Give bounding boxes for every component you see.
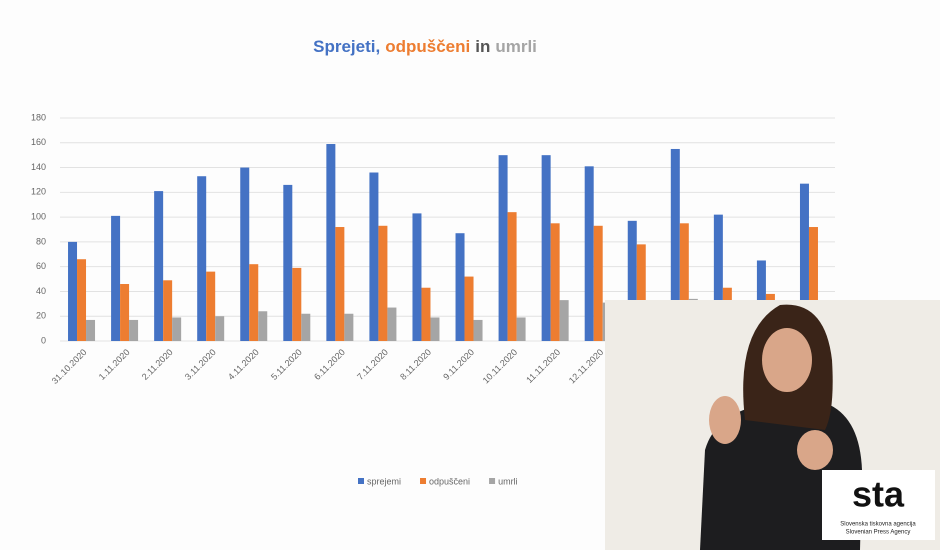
bar <box>584 166 594 341</box>
bar <box>464 276 474 341</box>
bar <box>111 215 121 341</box>
bar <box>249 264 259 341</box>
legend-swatch <box>420 478 427 484</box>
bar <box>455 233 465 341</box>
logo-line: Slovenian Press Agency <box>846 530 911 536</box>
bar <box>559 300 569 341</box>
y-tick-label: 140 <box>31 162 46 172</box>
hand <box>709 396 741 444</box>
legend-swatch <box>358 478 364 484</box>
logo-line: Slovenska tiskovna agencija <box>840 522 916 528</box>
y-tick-label: 20 <box>36 311 46 321</box>
y-tick-label: 120 <box>31 187 46 197</box>
bar <box>550 223 560 341</box>
bar <box>541 155 551 341</box>
title-part: odpuščeni <box>385 37 470 56</box>
bar <box>387 307 397 341</box>
y-tick-label: 40 <box>36 286 46 296</box>
bar <box>593 225 603 341</box>
bar <box>77 259 87 341</box>
bar <box>68 241 78 341</box>
title-part: Sprejeti, <box>313 37 380 56</box>
hand <box>797 430 833 470</box>
y-tick-label: 160 <box>31 137 46 147</box>
bar <box>258 311 268 341</box>
bar <box>498 155 508 341</box>
bar <box>679 223 689 341</box>
bar <box>120 284 130 341</box>
face <box>762 328 812 392</box>
bar <box>799 183 809 341</box>
bar <box>86 319 96 341</box>
bar <box>129 319 139 341</box>
bar <box>808 227 818 341</box>
bar <box>627 220 637 341</box>
bar <box>326 144 336 341</box>
bar <box>283 184 293 341</box>
bar <box>670 148 680 341</box>
bar <box>206 271 216 341</box>
title-part: umrli <box>495 37 537 56</box>
bar <box>335 227 345 341</box>
bar <box>378 225 388 341</box>
bar <box>197 176 207 341</box>
bar <box>421 287 431 341</box>
bar <box>344 313 354 341</box>
legend-label: odpuščeni <box>429 476 470 486</box>
y-tick-label: 60 <box>36 261 46 271</box>
interpreter-video: sta Slovenska tiskovna agencija Slovenia… <box>605 300 940 550</box>
title-part: in <box>475 37 490 56</box>
bar <box>301 313 311 341</box>
y-tick-label: 180 <box>31 112 46 122</box>
bar <box>473 319 483 341</box>
bar <box>215 316 225 341</box>
bar <box>636 244 646 341</box>
logo-box <box>822 470 935 540</box>
y-tick-label: 0 <box>41 335 46 345</box>
bar <box>516 317 526 341</box>
chart-title: Sprejeti, odpuščeni in umrli <box>313 37 537 56</box>
bar <box>430 317 440 341</box>
y-tick-label: 100 <box>31 211 46 221</box>
logo-name: sta <box>852 474 905 515</box>
bar <box>369 172 379 341</box>
y-tick-label: 80 <box>36 236 46 246</box>
bar <box>240 167 250 341</box>
bar <box>163 280 173 341</box>
bar <box>412 213 422 341</box>
legend-swatch <box>489 478 496 484</box>
bar <box>507 212 517 341</box>
bar <box>172 317 182 341</box>
bar <box>154 191 164 341</box>
bar <box>292 267 302 341</box>
legend-label: umrli <box>498 476 518 486</box>
legend-label: sprejemi <box>367 476 401 486</box>
bar <box>713 214 723 341</box>
